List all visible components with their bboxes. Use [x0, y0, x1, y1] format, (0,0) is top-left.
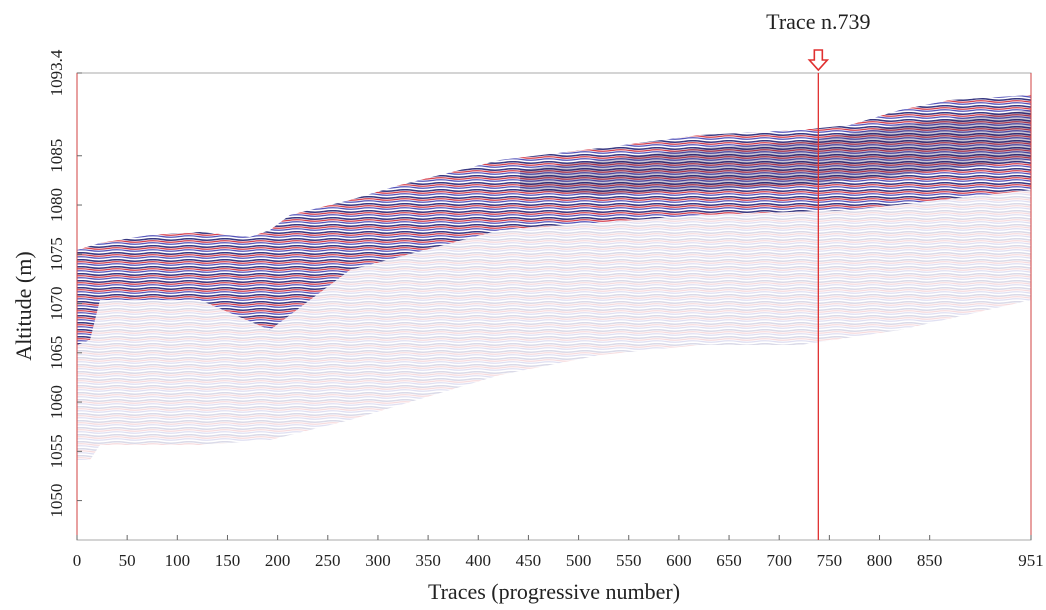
x-tick-label: 750: [817, 551, 843, 570]
x-tick-label: 150: [215, 551, 241, 570]
y-tick-label: 1075: [47, 237, 66, 271]
x-tick-label: 550: [616, 551, 642, 570]
y-tick-label: 1050: [47, 484, 66, 518]
x-tick-label: 250: [315, 551, 341, 570]
y-tick-label: 1060: [47, 385, 66, 419]
y-tick-label: 1093.4: [47, 49, 66, 96]
x-tick-label: 200: [265, 551, 291, 570]
y-axis-title: Altitude (m): [11, 251, 36, 360]
trace-label: Trace n.739: [766, 9, 870, 34]
y-tick-label: 1085: [47, 139, 66, 173]
x-tick-label: 400: [466, 551, 492, 570]
x-tick-label: 700: [766, 551, 792, 570]
x-tick-label: 450: [516, 551, 542, 570]
x-tick-label: 850: [917, 551, 943, 570]
x-tick-label: 50: [119, 551, 136, 570]
x-tick-label: 800: [867, 551, 893, 570]
x-tick-label: 350: [415, 551, 441, 570]
x-tick-label: 100: [165, 551, 191, 570]
x-tick-label: 650: [716, 551, 742, 570]
x-tick-label: 951: [1018, 551, 1044, 570]
radargram: [77, 95, 1031, 460]
x-tick-label: 600: [666, 551, 692, 570]
x-tick-label: 300: [365, 551, 391, 570]
y-tick-label: 1055: [47, 434, 66, 468]
x-tick-label: 500: [566, 551, 592, 570]
radargram-dark-zone: [77, 95, 1031, 345]
x-axis-title: Traces (progressive number): [428, 579, 680, 604]
y-tick-label: 1080: [47, 188, 66, 222]
radargram-core: [520, 110, 1031, 195]
x-tick-label: 0: [73, 551, 82, 570]
y-tick-label: 1070: [47, 287, 66, 321]
trace-arrow: [807, 49, 830, 72]
y-tick-label: 1065: [47, 336, 66, 370]
